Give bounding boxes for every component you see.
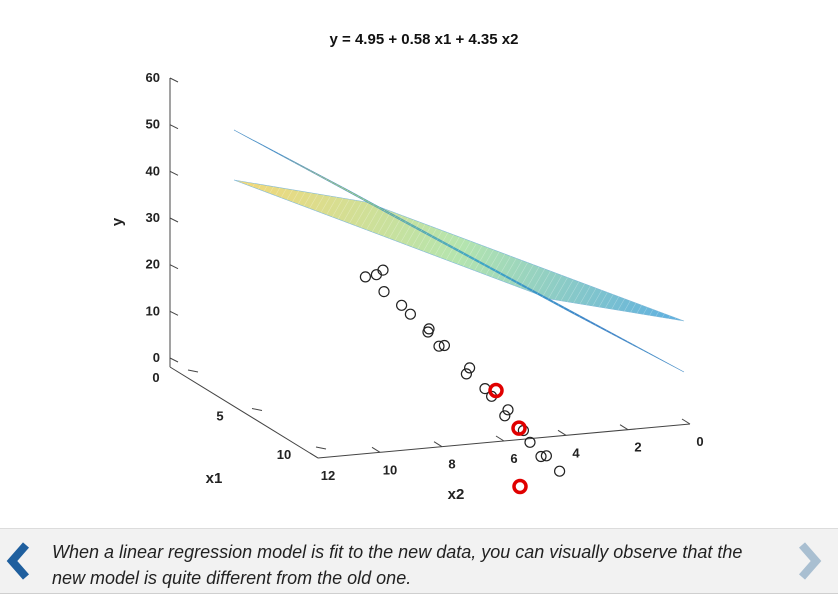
y-tick-mark [169,77,179,83]
chevron-left-icon [6,542,30,580]
x2-tick-label: 4 [572,445,580,460]
x2-axis-ticks: 12 10 8 6 4 2 0 [309,418,704,483]
y-tick-label: 10 [146,303,160,318]
y-tick-label: 30 [146,210,160,225]
old-data-point [502,404,514,416]
old-data-point [422,326,434,338]
old-data-point [370,269,382,281]
x2-tick-mark [433,441,443,448]
x2-tick-label: 2 [634,440,641,455]
old-data-point [464,362,476,374]
x1-tick-mark [187,369,199,373]
x1-axis-line [169,366,319,459]
old-data-point [460,368,472,380]
x1-tick-mark [251,408,263,411]
x2-tick-mark [681,418,691,425]
x2-tick-label: 8 [448,457,455,472]
new-data-point [488,382,504,399]
next-button[interactable] [794,541,824,581]
old-data-point [359,271,371,283]
x2-tick-mark [619,424,629,431]
caption-text: When a linear regression model is fit to… [52,542,743,588]
y-tick-label: 40 [146,163,160,178]
x1-tick-label: 0 [152,370,159,385]
y-tick-label: 50 [146,117,160,132]
x1-axis-ticks: 0 5 10 [152,369,327,462]
x2-tick-label: 0 [696,434,703,449]
old-data-point [535,450,547,463]
y-tick-mark [169,357,179,363]
new-data-points [488,382,528,495]
previous-button[interactable] [4,541,34,581]
y-tick-label: 60 [146,70,160,85]
x2-tick-mark [495,435,505,442]
y-tick-label: 0 [153,350,160,365]
old-data-point [524,436,536,448]
y-tick-mark [169,170,179,176]
old-data-point [433,340,445,352]
old-data-point [396,299,408,311]
y-axis-label: y [109,217,126,226]
regression-3d-plot: y = 4.95 + 0.58 x1 + 4.35 x2 01020304050… [109,31,704,503]
x2-tick-label: 10 [383,462,397,477]
old-data-point [553,465,566,477]
x1-tick-label: 10 [277,447,291,462]
old-data-point [404,308,416,320]
old-data-points [359,264,566,477]
new-data-point [511,420,527,436]
new-regression-plane [233,129,685,373]
y-tick-mark [169,124,179,130]
x2-tick-mark [309,452,319,459]
x1-tick-label: 5 [216,409,223,424]
x2-tick-label: 12 [321,468,335,483]
y-tick-mark [169,217,179,223]
y-tick-label: 20 [146,257,160,272]
chevron-right-icon [798,542,822,580]
old-data-point [540,450,553,462]
x2-tick-mark [371,446,381,453]
y-tick-mark [169,310,179,316]
old-data-point [499,410,511,422]
y-tick-mark [169,264,179,270]
old-data-point [438,339,450,352]
new-data-point [512,478,528,495]
x1-tick-mark [315,446,327,450]
x2-axis-label: x2 [448,486,465,503]
x2-tick-label: 6 [510,451,517,466]
chart-title: y = 4.95 + 0.58 x1 + 4.35 x2 [330,31,519,48]
x1-axis-label: x1 [206,470,223,487]
x2-tick-mark [557,429,567,436]
y-axis-ticks: 0 10 20 30 40 50 60 [146,70,179,365]
caption-bar: When a linear regression model is fit to… [0,528,838,594]
old-data-point [378,286,390,298]
